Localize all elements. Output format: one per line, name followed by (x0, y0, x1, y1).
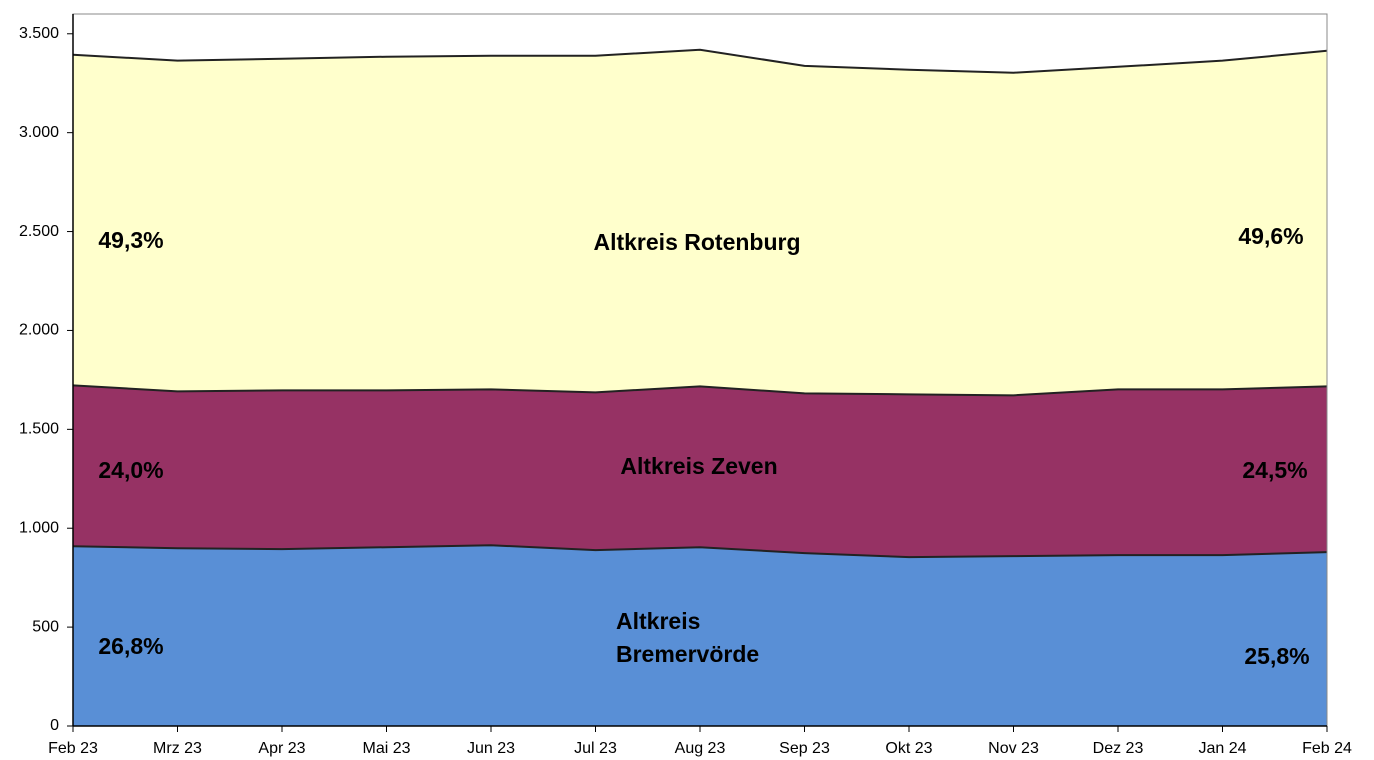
x-tick-label: Sep 23 (779, 740, 830, 757)
y-tick-label: 500 (32, 618, 59, 635)
x-tick-label: Jun 23 (467, 740, 515, 757)
x-tick-label: Mrz 23 (153, 740, 202, 757)
x-tick-label: Nov 23 (988, 740, 1039, 757)
x-tick-label: Jul 23 (574, 740, 617, 757)
area (73, 545, 1327, 726)
series-label: Altkreis Bremervörde (616, 608, 760, 667)
y-tick-label: 2.500 (19, 223, 59, 240)
annotation: 25,8% (1244, 643, 1309, 669)
x-tick-label: Mai 23 (362, 740, 410, 757)
area-edge (72, 544, 1328, 559)
x-tick-label: Feb 23 (48, 740, 98, 757)
x-tick-label: Feb 24 (1302, 740, 1352, 757)
x-tick-label: Okt 23 (885, 740, 932, 757)
area-edge (72, 48, 1328, 74)
y-tick-label: 1.500 (19, 421, 59, 438)
x-tick-label: Aug 23 (675, 740, 726, 757)
y-tick-label: 1.000 (19, 519, 59, 536)
annotation: 24,0% (98, 457, 163, 483)
series-label: Altkreis Zeven (620, 453, 778, 479)
x-tick-label: Jan 24 (1198, 740, 1246, 757)
area-edge (72, 384, 1328, 397)
annotation: 49,3% (98, 227, 163, 253)
area (73, 385, 1327, 558)
annotation: 49,6% (1238, 223, 1303, 249)
y-tick-label: 3.000 (19, 124, 59, 141)
series-label: Altkreis Rotenburg (593, 229, 801, 255)
y-tick-label: 3.500 (19, 25, 59, 42)
y-tick-label: 2.000 (19, 322, 59, 339)
annotation: 26,8% (98, 633, 163, 659)
y-tick-label: 0 (50, 717, 59, 734)
x-tick-label: Apr 23 (258, 740, 305, 757)
annotation: 24,5% (1242, 457, 1307, 483)
area (73, 49, 1327, 396)
x-tick-label: Dez 23 (1093, 740, 1144, 757)
